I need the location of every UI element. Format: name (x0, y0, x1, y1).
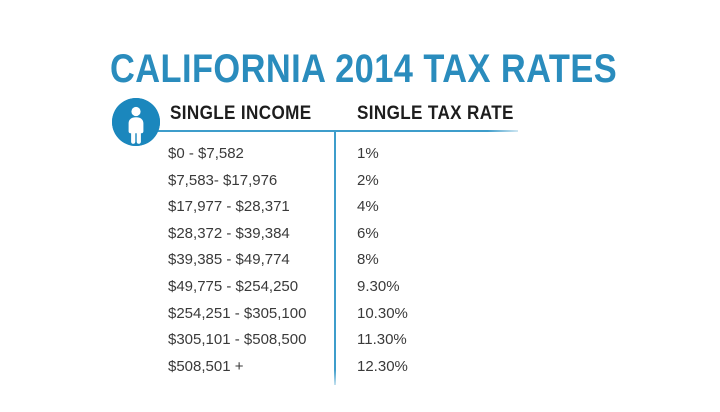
cell-single-tax-rate: 2% (357, 171, 379, 189)
cell-single-tax-rate: 11.30% (357, 331, 407, 349)
table-row: $17,977 - $28,371 4% (0, 197, 720, 224)
cell-single-income: $28,372 - $39,384 (168, 224, 290, 242)
cell-single-tax-rate: 4% (357, 198, 379, 216)
table-row: $0 - $7,582 1% (0, 144, 720, 171)
table-body: $0 - $7,582 1% $7,583- $17,976 2% $17,977 - … (0, 144, 720, 383)
table-row: $508,501 + 12.30% (0, 357, 720, 384)
cell-single-tax-rate: 12.30% (357, 357, 408, 375)
cell-single-tax-rate: 6% (357, 224, 379, 242)
table-row: $39,385 - $49,774 8% (0, 250, 720, 277)
cell-single-tax-rate: 1% (357, 145, 379, 162)
table-row: $254,251 - $305,100 10.30% (0, 304, 720, 331)
cell-single-income: $17,977 - $28,371 (168, 198, 290, 216)
header-divider-line (138, 130, 518, 132)
cell-single-income: $39,385 - $49,774 (168, 251, 290, 269)
person-icon (112, 98, 160, 146)
table-row: $7,583- $17,976 2% (0, 171, 720, 198)
cell-single-income: $49,775 - $254,250 (168, 277, 299, 295)
cell-single-income: $7,583- $17,976 (168, 171, 278, 189)
cell-single-income: $254,251 - $305,100 (168, 304, 307, 322)
table-row: $28,372 - $39,384 6% (0, 224, 720, 251)
cell-single-tax-rate: 9.30% (357, 277, 400, 295)
cell-single-income: $508,501 + (168, 357, 244, 375)
column-header-single-income: SINGLE INCOME (170, 103, 312, 124)
table-row: $49,775 - $254,250 9.30% (0, 277, 720, 304)
column-divider-line (334, 131, 336, 385)
table-row: $305,101 - $508,500 11.30% (0, 330, 720, 357)
cell-single-income: $0 - $7,582 (168, 145, 244, 162)
cell-single-income: $305,101 - $508,500 (168, 331, 307, 349)
cell-single-tax-rate: 10.30% (357, 304, 408, 322)
page-title: CALIFORNIA 2014 TAX RATES (110, 47, 618, 91)
cell-single-tax-rate: 8% (357, 251, 379, 269)
column-header-single-tax-rate: SINGLE TAX RATE (357, 103, 514, 124)
